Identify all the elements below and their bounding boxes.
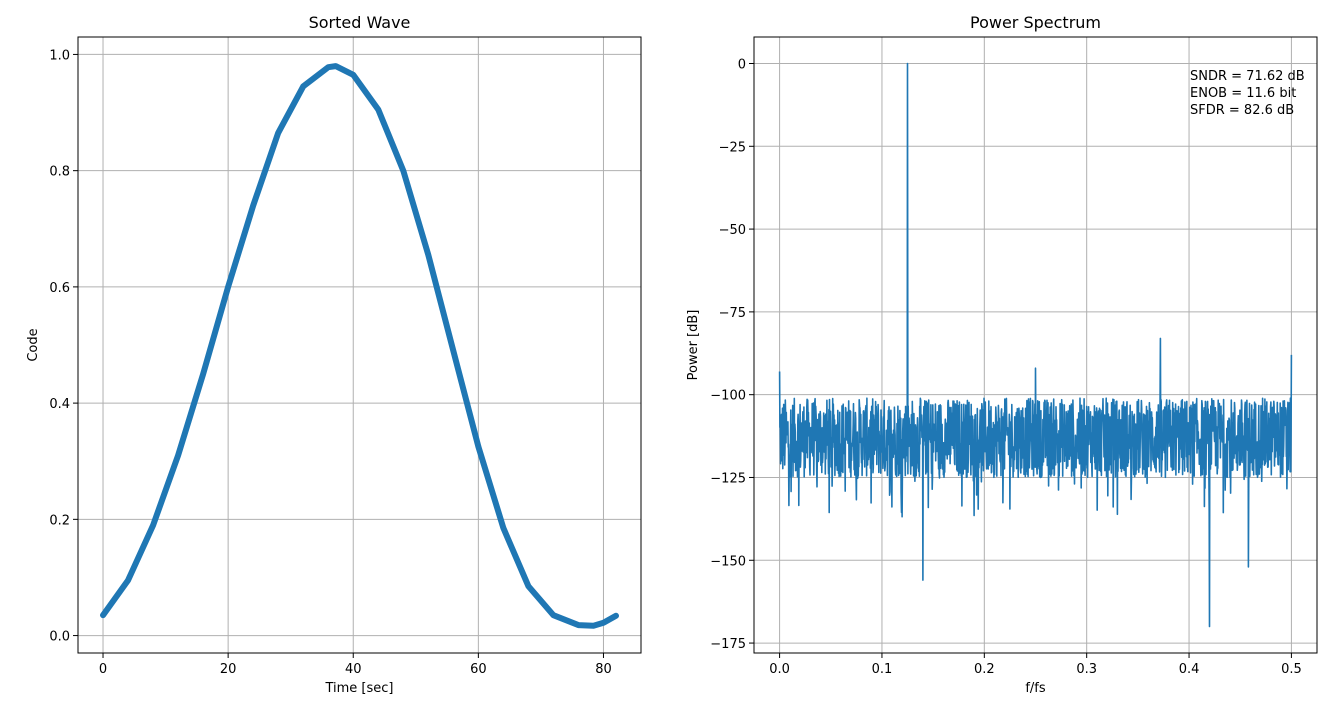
y-tick-label: −75 <box>719 306 746 321</box>
chart-title: Power Spectrum <box>970 13 1101 32</box>
x-tick-label: 60 <box>470 662 487 677</box>
y-tick-label: 0.6 <box>49 281 70 296</box>
sfdr-annotation: SFDR = 82.6 dB <box>1190 103 1294 118</box>
x-axis-label: Time [sec] <box>324 681 393 696</box>
y-axis-label: Power [dB] <box>686 310 701 381</box>
y-tick-label: −175 <box>710 637 746 652</box>
chart-title: Sorted Wave <box>309 13 411 32</box>
tick-labels: 0.0 0.1 0.2 0.3 0.4 0.5 0 −25 −50 −75 −100 −125 −150… <box>710 57 1301 677</box>
power-spectrum-plot: 0.0 0.1 0.2 0.3 0.4 0.5 0 −25 −50 −75 −100 −125 −150… <box>686 13 1318 696</box>
y-tick-label: 0.0 <box>49 630 70 645</box>
tick-labels: 0 20 40 60 80 0.0 0.2 0.4 0.6 0.8 1.0 <box>49 48 611 677</box>
plot-frame <box>77 36 642 654</box>
x-tick-label: 40 <box>345 662 362 677</box>
y-tick-label: −150 <box>710 554 746 569</box>
enob-annotation: ENOB = 11.6 bit <box>1190 86 1296 101</box>
y-tick-label: 0.8 <box>49 165 70 180</box>
plot-frame <box>753 36 1318 654</box>
y-tick-label: 0.2 <box>49 513 70 528</box>
x-axis-label: f/fs <box>1025 681 1046 696</box>
x-tick-label: 0.5 <box>1281 662 1302 677</box>
sorted-wave-plot: 0 20 40 60 800.00.20.40.60.81.0 Sorted Wave … <box>26 13 642 696</box>
power-spectrum-series <box>778 62 1293 628</box>
x-tick-label: 80 <box>595 662 612 677</box>
data-series <box>100 63 619 629</box>
y-tick-label: −125 <box>710 471 746 486</box>
data-series <box>778 62 1293 628</box>
x-tick-label: 0.4 <box>1179 662 1200 677</box>
x-tick-label: 0.1 <box>872 662 893 677</box>
grid-lines <box>754 37 1317 653</box>
x-tick-label: 20 <box>220 662 237 677</box>
y-tick-label: 1.0 <box>49 48 70 63</box>
sndr-annotation: SNDR = 71.62 dB <box>1190 69 1305 84</box>
x-tick-label: 0.2 <box>974 662 995 677</box>
x-tick-label: 0.0 <box>769 662 790 677</box>
y-axis-label: Code <box>26 328 41 361</box>
y-tick-label: 0.4 <box>49 397 70 412</box>
sorted-wave-series <box>100 63 619 629</box>
x-tick-label: 0 <box>99 662 107 677</box>
y-tick-label: 0 <box>738 57 746 72</box>
grid-lines <box>78 37 641 653</box>
y-tick-label: −100 <box>710 389 746 404</box>
x-tick-label: 0.3 <box>1076 662 1097 677</box>
y-tick-label: −50 <box>719 223 746 238</box>
y-tick-label: −25 <box>719 140 746 155</box>
